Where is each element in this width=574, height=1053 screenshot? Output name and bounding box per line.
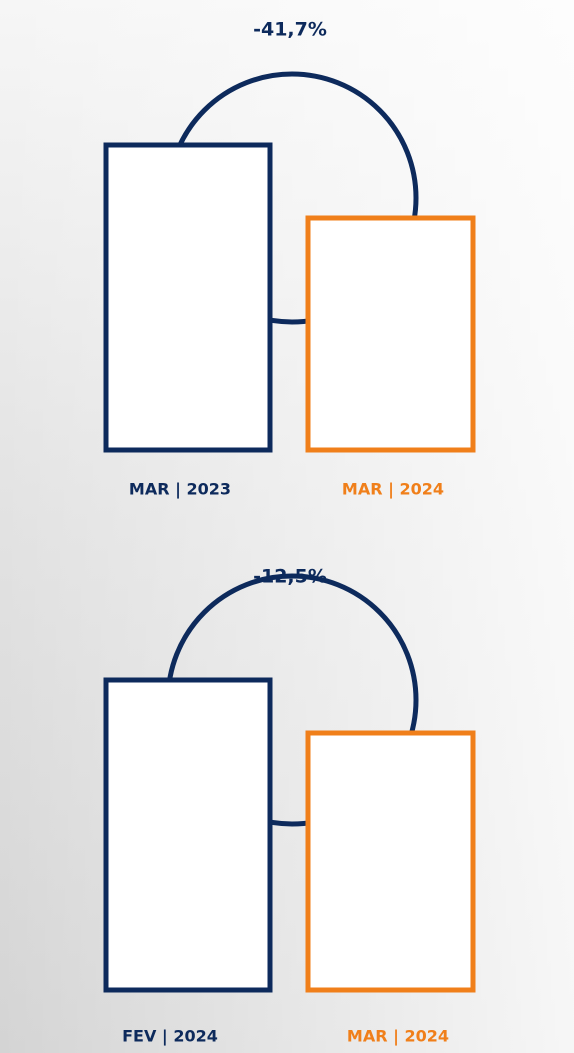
left-box: [106, 145, 270, 450]
right-label: MAR | 2024: [342, 480, 444, 500]
right-box: [308, 733, 473, 990]
change-label: -41,7%: [253, 19, 327, 41]
page: {"panels": [ {"change": "-41,7%", "left_…: [0, 0, 574, 1053]
left-label: FEV | 2024: [122, 1027, 218, 1047]
infographic: -41,7% MAR | 2023 MAR | 2024 -12,5% FEV …: [0, 0, 574, 1053]
right-label: MAR | 2024: [347, 1027, 449, 1047]
left-box: [106, 680, 270, 990]
left-label: MAR | 2023: [129, 480, 231, 500]
background-fade: [0, 0, 574, 1053]
right-box: [308, 218, 473, 450]
